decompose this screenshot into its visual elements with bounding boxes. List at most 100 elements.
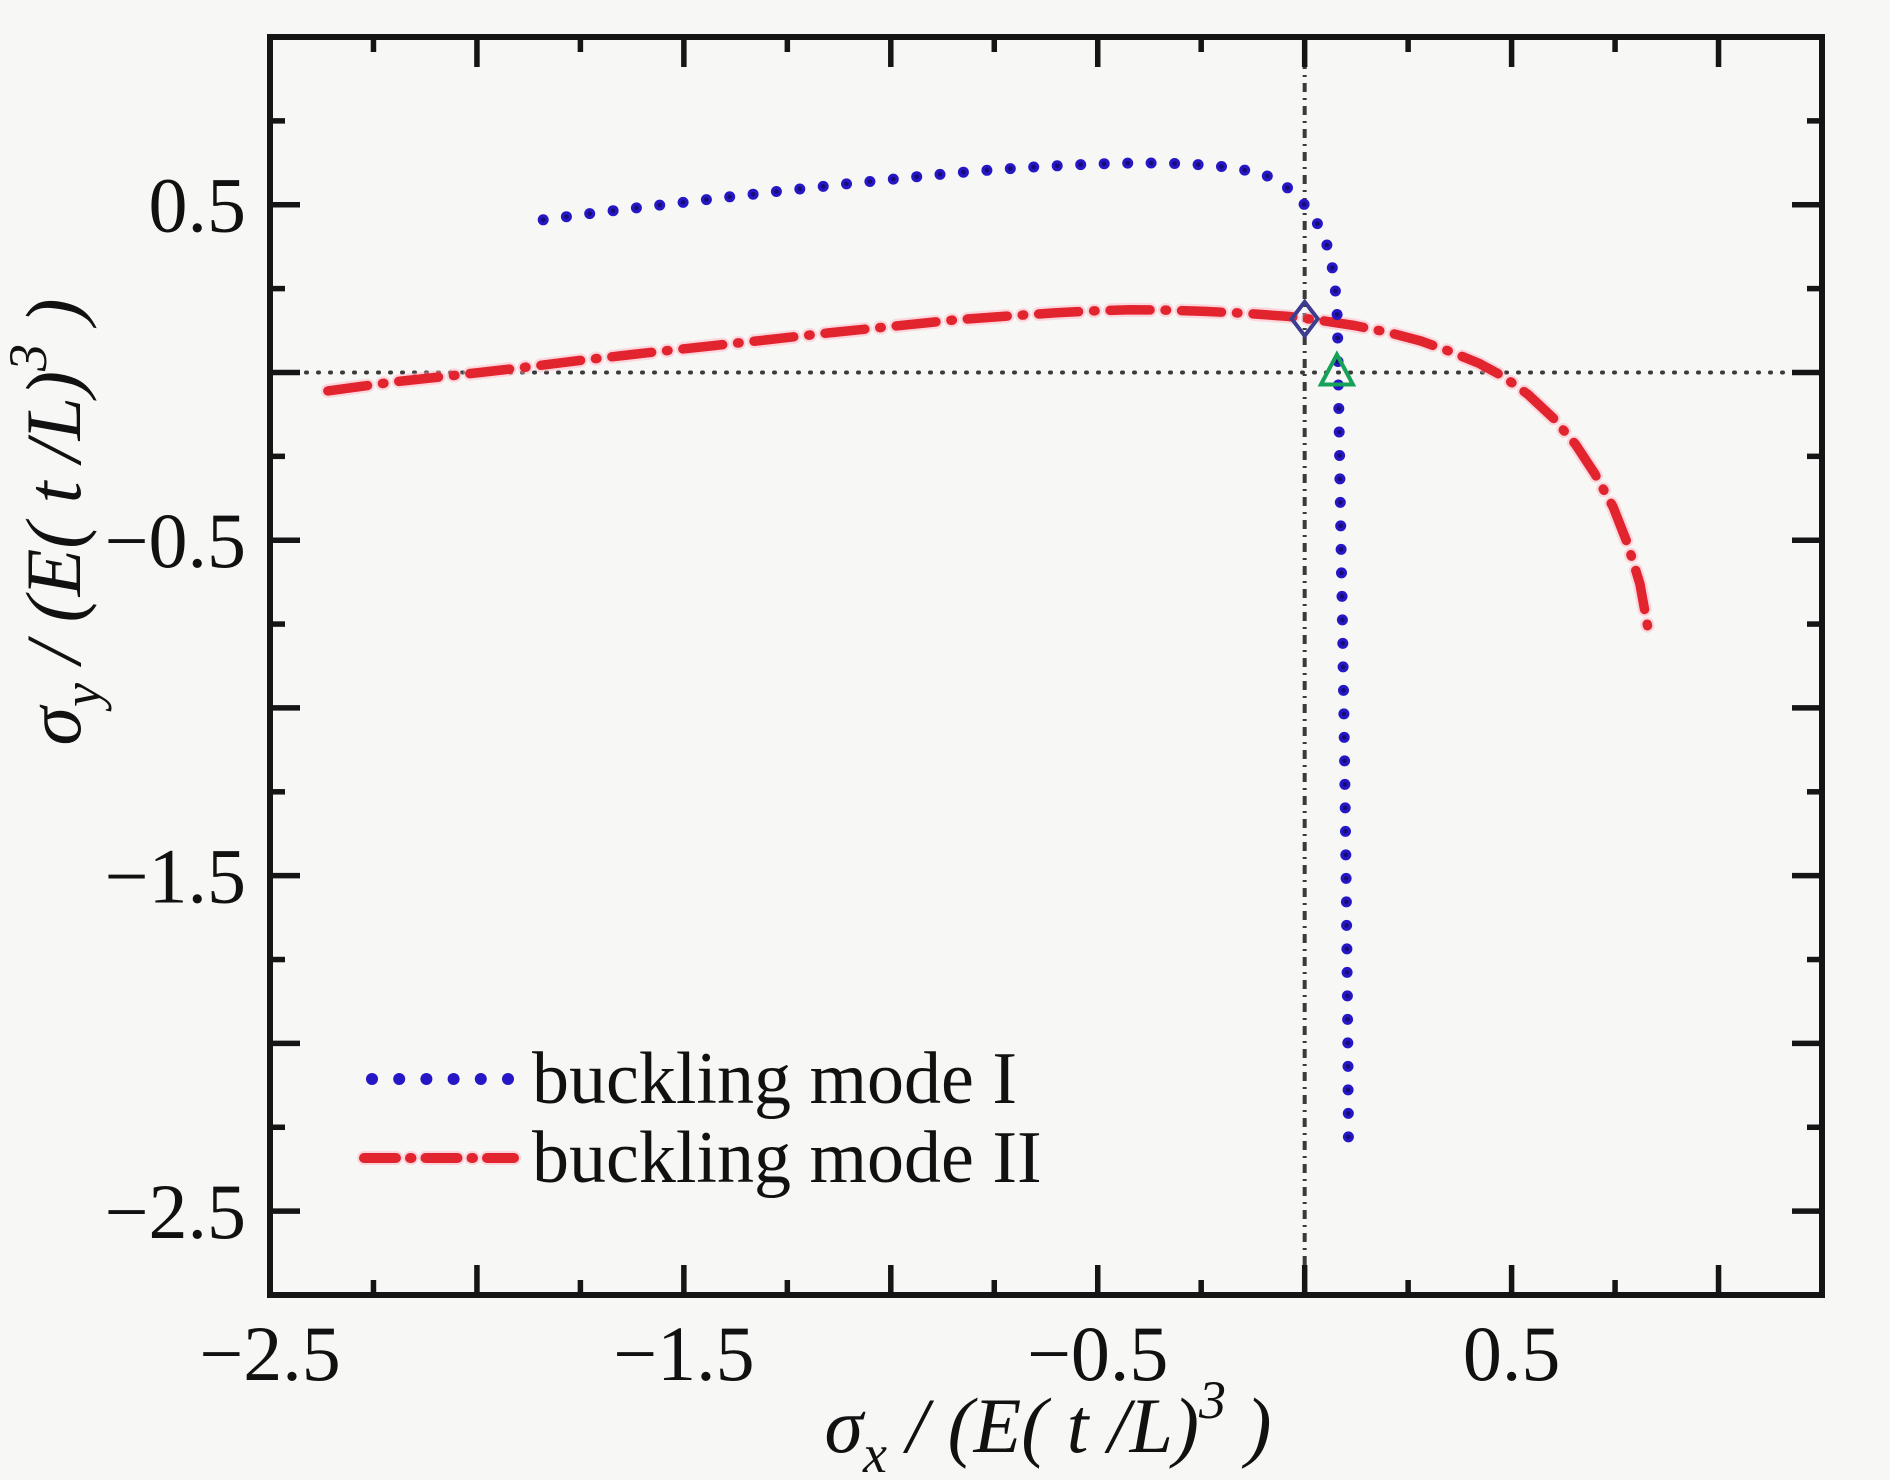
mode-1-dot-core (774, 189, 779, 194)
mode-1-dot-core (1031, 164, 1036, 170)
mode-1-dot-core (1346, 1134, 1351, 1140)
mode-1-dot-core (1341, 735, 1347, 740)
tick-labels: −2.5 −1.5 −0.5 0.5 0.5 −0.5 −1.5 −2.5 (105, 162, 1561, 1397)
mode-1-dot-core (1008, 166, 1013, 171)
mode-1-dot-core (844, 181, 849, 187)
mode-1-dot-core (1101, 161, 1107, 166)
mode-1-dot-core (1265, 173, 1270, 179)
mode-2-line-halo (320, 302, 1656, 642)
series-buckling-mode-1 (537, 157, 1354, 1143)
mode-1-dot-core (961, 169, 966, 175)
y-tick-label: −0.5 (105, 497, 247, 584)
mode-1-dot-core (1344, 970, 1350, 975)
mode-1-dot-core (680, 200, 686, 205)
mode-1-dot-core (1338, 523, 1343, 529)
mode-1-dot-core (1342, 782, 1348, 787)
x-tick-label: −0.5 (1027, 1310, 1169, 1397)
y-tick-label: 0.5 (149, 162, 247, 249)
mode-1-dot-core (1148, 160, 1154, 166)
y-tick-label: −2.5 (105, 1168, 247, 1255)
legend-sample-dot (502, 1073, 514, 1085)
mode-1-dot-core (1337, 476, 1343, 482)
axes (267, 34, 1825, 1298)
mode-1-dot-core (1344, 923, 1349, 928)
mode-1-dot-core (1285, 185, 1290, 191)
mode-1-dot-core (1242, 167, 1247, 173)
x-axis-label: σx / (E( t /L)3 ) (825, 1370, 1272, 1475)
mode-1-dot-core (1343, 876, 1349, 881)
reference-lines (268, 37, 1824, 1295)
mode-1-dot-core (820, 184, 826, 189)
mode-1-dot-core (1345, 1017, 1350, 1022)
mode-1-dot-core (1345, 993, 1350, 999)
mode-1-dot-core (797, 186, 803, 192)
mode-1-dot-core (1345, 1040, 1351, 1046)
mode-1-dot-core (1345, 1087, 1351, 1093)
mode-1-dot-core (1336, 429, 1342, 435)
mode-1-dot-core (1342, 805, 1348, 811)
mode-1-dot-core (1341, 688, 1346, 693)
special-markers (1289, 298, 1357, 387)
mode-1-dot-core (1330, 265, 1335, 271)
mode-1-dot-core (1340, 617, 1345, 623)
x-tick-label: −1.5 (613, 1310, 755, 1397)
mode-1-dot-core (564, 214, 569, 219)
mode-1-dot-core (1172, 161, 1177, 166)
mode-1-dot-core (1335, 335, 1340, 341)
mode-1-dot-core (1339, 594, 1345, 599)
mode-1-dot-core (984, 168, 990, 173)
mode-1-dot-core (1344, 899, 1349, 905)
x-tick-label: −2.5 (199, 1310, 341, 1397)
mode-1-dot-core (1195, 162, 1201, 167)
mode-1-dot-core (727, 194, 732, 200)
mode-1-dot-core (1301, 202, 1307, 207)
x-tick-label: 0.5 (1463, 1310, 1561, 1397)
y-axis-label: σy / (E( t /L)3 ) (0, 299, 112, 746)
mode-1-dot-core (1340, 664, 1346, 670)
mode-1-dot-core (704, 197, 709, 202)
y-tick-label: −1.5 (105, 833, 247, 920)
mode-1-dot-core (750, 191, 756, 197)
mode-1-dot-core (1337, 453, 1342, 458)
legend-sample-dot (447, 1073, 460, 1085)
mode-1-dot-core (634, 205, 639, 211)
mode-1-dot-core (1333, 288, 1338, 294)
mode-1-dot-core (1336, 406, 1342, 411)
mode-1-dot-core (1345, 1064, 1351, 1069)
legend-sample-dot (393, 1073, 406, 1085)
triangle-marker (1317, 350, 1357, 387)
mode-1-dot-core (1315, 221, 1320, 226)
mode-1-dot-core (1344, 946, 1350, 952)
legend-label-1: buckling mode I (532, 1038, 1017, 1120)
mode-1-dot-core (1338, 500, 1343, 505)
legend-sample-dot (474, 1073, 487, 1085)
mode-1-dot-core (1334, 312, 1340, 317)
mode-1-dot-core (1339, 570, 1344, 576)
mode-1-dot-core (587, 211, 592, 216)
mode-1-dot-core (1219, 164, 1224, 169)
mode-2-line (323, 304, 1654, 639)
mode-1-dot-core (1324, 242, 1330, 248)
mode-1-dot-core (610, 208, 616, 213)
legend-sample-dot (366, 1073, 378, 1085)
diamond-marker (1289, 298, 1321, 340)
mode-1-dot-core (1343, 852, 1349, 858)
axis-labels: σx / (E( t /L)3 ) σy / (E( t /L)3 ) (0, 299, 1272, 1480)
mode-1-dot-core (1342, 758, 1347, 764)
mode-1-dot-core (914, 174, 919, 179)
mode-1-dot-core (891, 176, 896, 182)
mode-1-dot-core (867, 179, 873, 184)
legend-sample-dot (420, 1073, 433, 1085)
mode-1-dot-core (937, 172, 943, 177)
mode-1-dot-core (1125, 160, 1130, 166)
series-buckling-mode-2 (320, 302, 1656, 642)
legend-label-2: buckling mode II (532, 1117, 1042, 1199)
mode-1-dot-core (1346, 1111, 1351, 1116)
plot-border (267, 34, 1825, 1298)
mode-1-dot-core (1338, 547, 1344, 552)
mode-1-dot-core (1078, 162, 1083, 167)
mode-1-dot-core (1054, 163, 1060, 169)
mode-1-dot-core (657, 202, 662, 208)
